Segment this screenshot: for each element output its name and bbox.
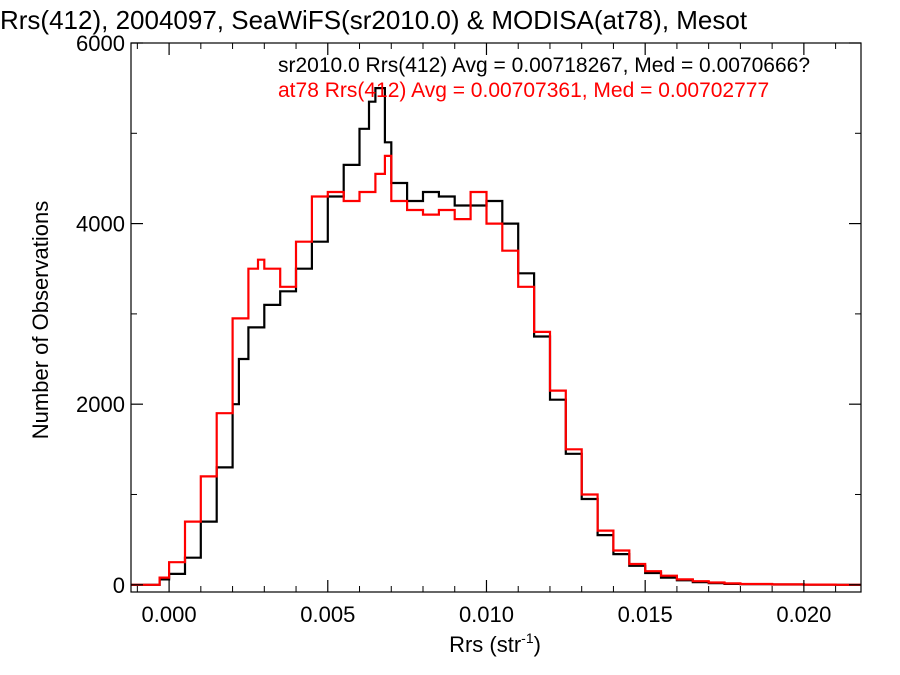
y-tick-label: 0 (113, 573, 125, 598)
x-axis-label-main: Rrs (str (449, 632, 521, 657)
x-tick-label: 0.020 (776, 602, 831, 627)
legend-entry-sr2010: sr2010.0 Rrs(412) Avg = 0.00718267, Med … (278, 54, 810, 77)
plot-frame (130, 42, 862, 593)
series-line-1 (131, 154, 861, 586)
axis-layer: 0.000 0.005 0.010 0.015 0.020 0 2000 4000 6000 (76, 31, 861, 627)
y-tick-label: 4000 (76, 212, 125, 237)
y-tick-label: 2000 (76, 392, 125, 417)
x-tick-label: 0.000 (142, 602, 197, 627)
x-tick-label: 0.015 (618, 602, 673, 627)
y-tick-label: 6000 (76, 31, 125, 56)
chart-title: Rrs(412), 2004097, SeaWiFS(sr2010.0) & M… (0, 5, 748, 35)
legend-entry-at78: at78 Rrs(412) Avg = 0.00707361, Med = 0.… (278, 79, 769, 102)
x-axis-label: Rrs (str-1) (449, 630, 541, 657)
series-line-0 (131, 87, 861, 586)
x-tick-label: 0.005 (300, 602, 355, 627)
x-axis-label-close: ) (534, 632, 541, 657)
y-axis-label: Number of Observations (28, 201, 53, 439)
x-tick-label: 0.010 (459, 602, 514, 627)
series-layer (131, 87, 861, 586)
x-axis-label-superscript: -1 (521, 630, 534, 646)
